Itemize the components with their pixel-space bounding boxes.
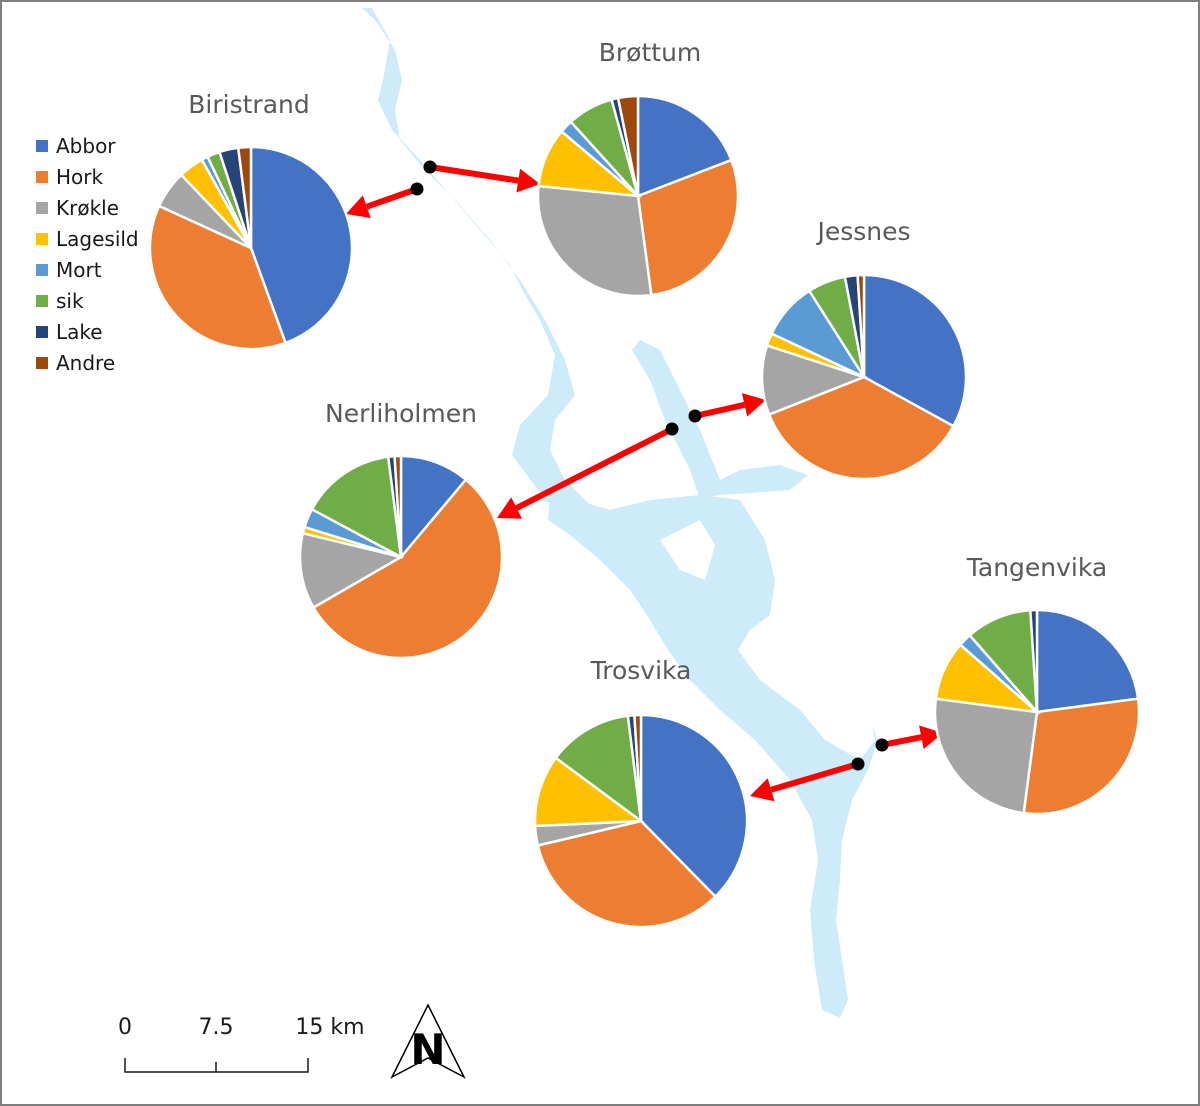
lake-south-basin [548,495,878,1018]
pie-slice-lagesild [533,756,645,828]
arrow-head [741,393,766,417]
legend-label-hork: Hork [56,165,103,189]
legend-swatch-sik [36,295,48,307]
pie-slice-andre [856,273,866,378]
arrow-shaft [881,734,922,748]
station-dot [875,738,889,752]
pie-slice-andre [236,145,253,249]
pie-slice-abbor [862,273,968,428]
station-dot [665,422,679,436]
pie-slice-hork [536,819,718,929]
legend-swatch-lake [36,326,48,338]
station-dot [410,182,424,196]
legend-label-lagesild: Lagesild [56,227,139,251]
pie-slice-abbor [249,145,354,345]
pie-slice-sik [310,455,403,560]
arrow-shaft [770,761,859,793]
pie-slice-hork [311,477,504,660]
lake-north-arm [362,8,610,545]
legend: Abbor Hork Krøkle Lagesild Mort sik Lake Andre [36,134,139,375]
arrow-shaft [429,164,519,184]
station-dot [851,757,865,771]
pie-slice-krøkle [536,184,653,298]
pie-slice-andre [616,94,640,197]
legend-label-abbor: Abbor [56,134,116,158]
arrow-head [516,168,540,193]
scale-label-0: 0 [118,1015,132,1040]
legend-label-andre: Andre [56,351,115,375]
pie-charts [148,94,1141,929]
legend-swatch-mort [36,264,48,276]
pie-slice-abbor [639,713,749,899]
site-title-trosvika: Trosvika [590,656,692,685]
pie-tangenvika [933,608,1141,816]
site-title-brøttum: Brøttum [599,38,702,67]
scale-label-end: 15 km [295,1015,364,1040]
pie-slice-krøkle [933,697,1039,815]
pie-slice-andre [393,454,403,558]
station-dot [688,409,702,423]
pie-trosvika [533,713,749,929]
pie-nerliholmen [298,454,504,660]
legend-label-krøkle: Krøkle [56,196,119,220]
pie-brøttum [536,94,740,298]
pie-slice-lake [1029,608,1039,713]
legend-label-mort: Mort [56,258,102,282]
legend-label-lake: Lake [56,320,103,344]
north-arrow-icon: N [390,1003,466,1079]
legend-swatch-abbor [36,140,48,152]
scale-bar-line [124,1058,309,1073]
pie-jessnes [760,273,968,481]
arrow-shaft [365,186,418,210]
pie-slice-hork [636,158,740,297]
pie-slice-hork [148,204,288,351]
pie-slice-abbor [1035,608,1140,714]
site-title-nerliholmen: Nerliholmen [325,399,477,428]
pie-slice-abbor [399,454,468,561]
station-dot [423,160,437,174]
pie-slice-andre [633,713,643,822]
sampling-stations [410,160,889,771]
connector-arrows [346,164,943,802]
site-titles: Biristrand Brøttum Jessnes Nerliholmen Tange… [188,38,1107,685]
pie-slice-abbor [636,94,733,198]
legend-swatch-krøkle [36,202,48,214]
legend-label-sik: sik [56,289,84,313]
pie-biristrand [148,145,354,351]
site-title-biristrand: Biristrand [188,90,309,119]
pie-slice-hork [767,375,956,481]
scale-label-mid: 7.5 [199,1015,234,1040]
legend-swatch-andre [36,357,48,369]
pie-slice-krøkle [760,343,868,417]
arrow-shaft [515,426,674,511]
legend-swatch-hork [36,171,48,183]
arrow-shaft [694,401,746,419]
pie-slice-sik [554,714,643,824]
legend-swatch-lagesild [36,233,48,245]
lake-island [660,520,715,580]
pie-slice-hork [1022,697,1141,816]
arrow-head [497,497,522,519]
site-title-tangenvika: Tangenvika [966,553,1108,582]
north-letter: N [410,1025,445,1074]
site-title-jessnes: Jessnes [815,217,910,246]
scale-bar: 0 7.5 15 km [118,1015,365,1073]
arrow-head [750,778,775,802]
arrow-head [346,195,371,218]
